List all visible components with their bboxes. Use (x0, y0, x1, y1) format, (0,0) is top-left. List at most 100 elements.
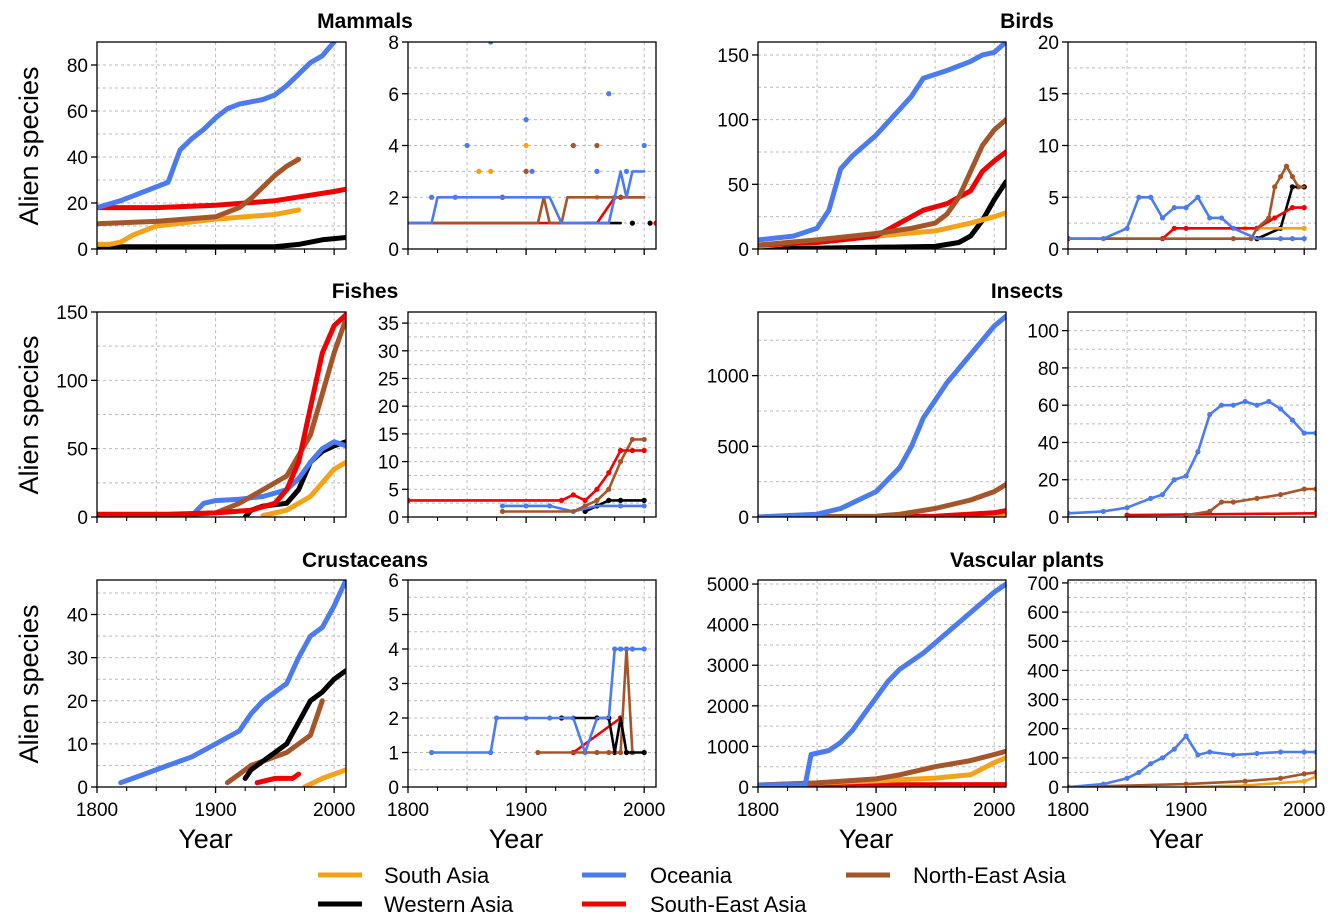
ytick-label: 0 (388, 240, 399, 261)
ytick-label: 0 (77, 240, 88, 261)
ytick-label: 20 (67, 692, 88, 713)
y-axis-label: Alien species (14, 335, 44, 494)
ytick-label: 200 (1027, 720, 1059, 741)
ytick-label: 50 (67, 440, 88, 461)
data-point (523, 168, 529, 174)
series-line (758, 149, 1006, 248)
panel-title: Birds (1000, 10, 1054, 33)
ytick-label: 30 (67, 649, 88, 670)
legend-item: South-East Asia (582, 892, 807, 915)
series-line (1184, 775, 1316, 787)
series-line (758, 117, 1006, 248)
ytick-label: 15 (1038, 85, 1059, 106)
panel-content (1068, 398, 1316, 517)
ytick-label: 6 (388, 571, 399, 592)
chart-panel: 0 5 10 15 20 (1038, 33, 1317, 261)
x-axis-label: Year (489, 824, 544, 854)
data-point (429, 194, 435, 200)
panel-content (758, 42, 1006, 249)
series-line (302, 767, 346, 787)
panel-content (1068, 733, 1316, 787)
data-point (594, 168, 600, 174)
ytick-label: 40 (67, 606, 88, 627)
xtick-label: 1900 (194, 800, 236, 821)
data-point (641, 142, 647, 149)
ytick-label: 0 (388, 508, 399, 529)
ytick-label: 10 (67, 735, 88, 756)
y-axis-label: Alien species (14, 604, 44, 763)
ytick-label: 25 (378, 369, 399, 390)
ytick-label: 0 (1048, 240, 1059, 261)
axes-frame (96, 579, 347, 788)
xtick-label: 1800 (76, 800, 118, 821)
ytick-label: 700 (1027, 574, 1059, 595)
xtick-label: 1900 (855, 800, 897, 821)
y-axis-label: Alien species (14, 66, 44, 225)
ytick-label: 100 (1027, 749, 1059, 770)
axes-frame (1067, 579, 1317, 788)
xtick-label: 2000 (973, 800, 1015, 821)
chart-panel: 0 5 10 15 20 25 30 35 (378, 311, 657, 529)
series-line (1068, 206, 1306, 240)
ytick-label: 0 (738, 508, 749, 529)
panel-content (1068, 163, 1307, 242)
ytick-label: 0 (738, 778, 749, 799)
series-line (1184, 487, 1316, 517)
ytick-label: 20 (378, 397, 399, 418)
ytick-label: 6 (388, 85, 399, 106)
data-point (570, 142, 576, 149)
xtick-label: 1800 (387, 800, 429, 821)
data-point (523, 142, 529, 149)
ytick-label: 60 (67, 102, 88, 123)
panel-content (408, 436, 647, 515)
ytick-label: 20 (67, 194, 88, 215)
legend-label: South-East Asia (650, 892, 807, 915)
axes-frame (407, 311, 657, 518)
panel-content (429, 646, 647, 756)
series-line (1068, 734, 1316, 787)
chart-panel: 0 20 40 60 80 100 (1027, 311, 1317, 529)
ytick-label: 2 (388, 709, 399, 730)
panel-content (97, 42, 346, 249)
series-line (224, 698, 325, 786)
ytick-label: 4 (388, 640, 399, 661)
ytick-label: 3000 (707, 656, 749, 677)
ytick-label: 1 (388, 744, 399, 765)
panel-content (118, 580, 346, 787)
series-line (97, 42, 337, 211)
ytick-label: 0 (77, 508, 88, 529)
legend-label: North-East Asia (913, 863, 1067, 888)
series-line (408, 170, 646, 225)
series-line (1068, 771, 1316, 787)
panel-content (408, 42, 656, 226)
ytick-label: 1000 (707, 737, 749, 758)
series-line (97, 235, 346, 249)
ytick-label: 2 (388, 188, 399, 209)
chart-panel: 0 1 2 3 4 5 6 1800 1900 2000 Year (387, 571, 665, 854)
series-line (1125, 511, 1316, 517)
ytick-label: 2000 (707, 697, 749, 718)
series-line (97, 207, 302, 247)
ytick-label: 600 (1027, 603, 1059, 624)
data-point (464, 142, 470, 149)
ytick-label: 35 (378, 314, 399, 335)
xtick-label: 2000 (313, 800, 355, 821)
data-point (529, 168, 535, 174)
xtick-label: 1900 (1165, 800, 1207, 821)
series-line (758, 179, 1006, 249)
xtick-label: 1800 (1047, 800, 1089, 821)
ytick-label: 5 (1048, 188, 1059, 209)
ytick-label: 5000 (707, 575, 749, 596)
data-point (488, 168, 494, 174)
data-point (594, 142, 600, 149)
panel-content (97, 312, 346, 517)
panel-title: Insects (991, 280, 1063, 303)
panel-content (758, 581, 1006, 787)
ytick-label: 0 (1048, 508, 1059, 529)
data-point (606, 91, 612, 97)
panel-title: Vascular plants (950, 549, 1104, 572)
panel-title: Fishes (332, 280, 399, 303)
